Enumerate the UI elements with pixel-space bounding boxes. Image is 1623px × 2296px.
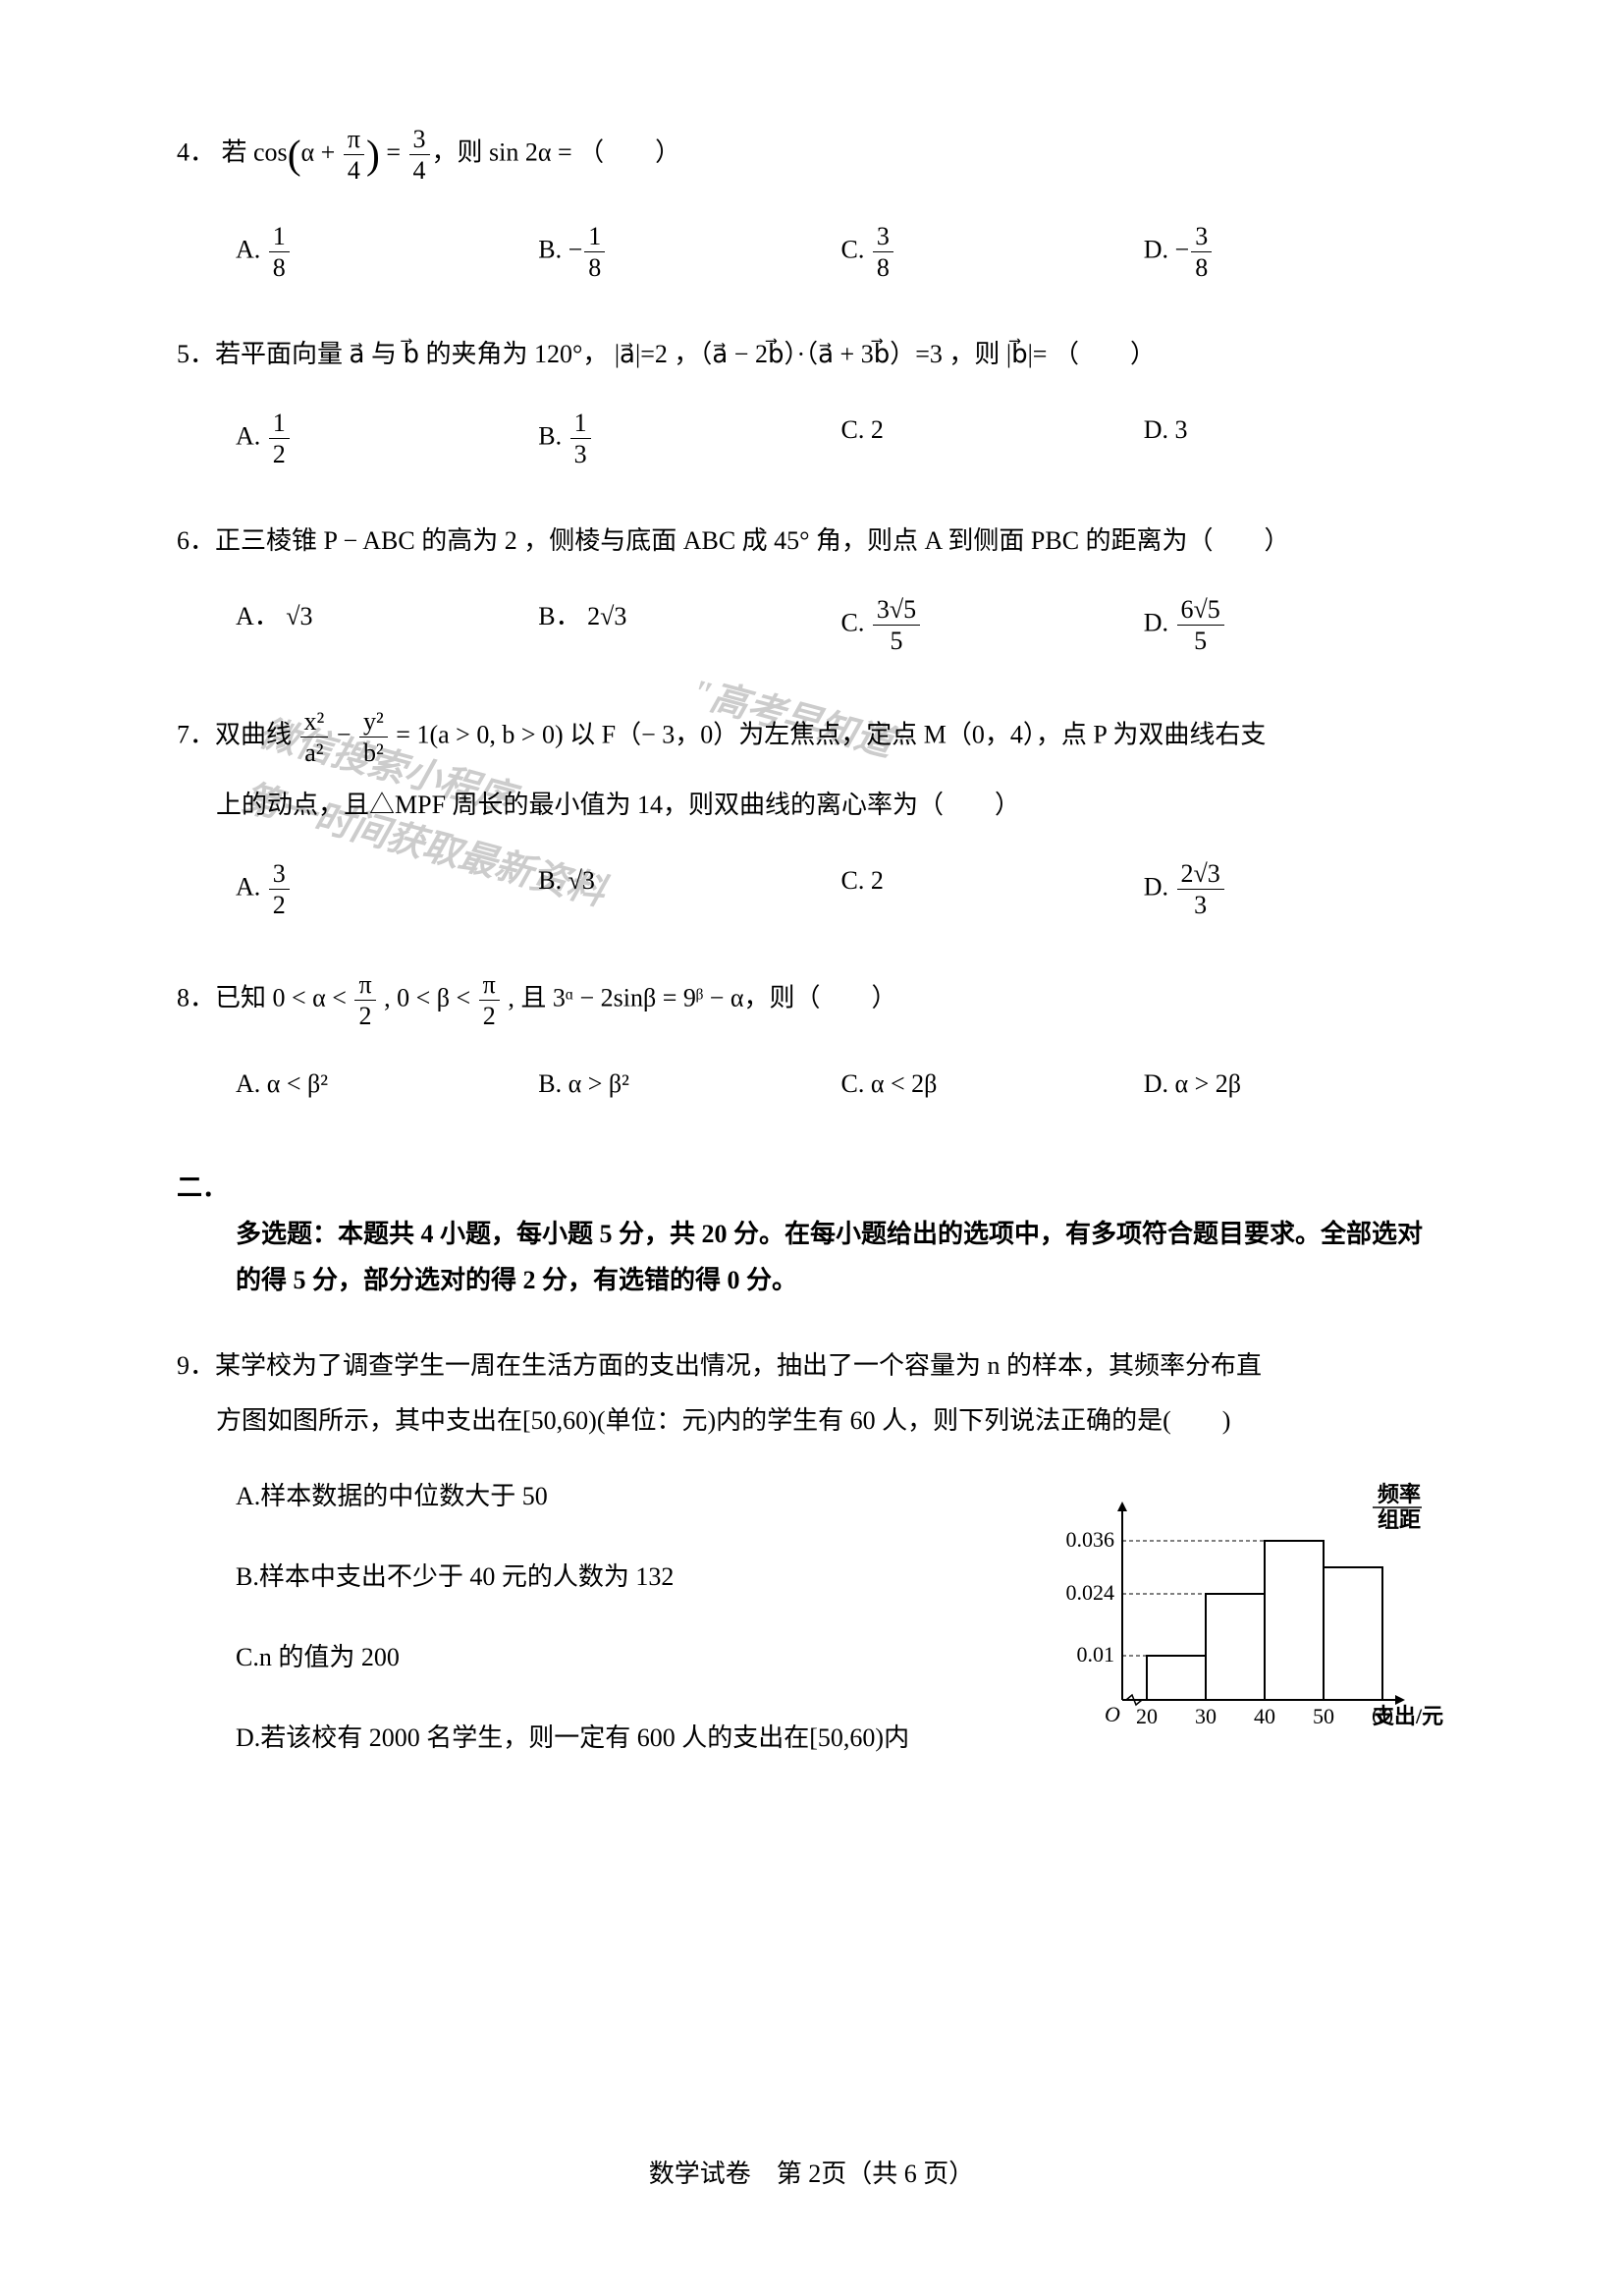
svg-text:0.024: 0.024 <box>1066 1580 1115 1605</box>
svg-text:O: O <box>1105 1702 1120 1726</box>
q8-options: A. α < β² B. α > β² C. α < 2β D. α > 2β <box>177 1062 1446 1108</box>
question-7: 7．双曲线 x²a² − y²b² = 1(a > 0, b > 0) 以 F（… <box>177 706 1446 921</box>
q4-stem: 4． 若 cos(α + π4) = 34，则 sin 2α = （ ） <box>177 118 1446 191</box>
section-2-header: 二． 多选题：本题共 4 小题，每小题 5 分，共 20 分。在每小题给出的选项… <box>177 1166 1446 1303</box>
section-2-number: 二． <box>177 1174 228 1202</box>
page-footer: 数学试卷 第 2页（共 6 页） <box>0 2152 1623 2198</box>
q8-option-a: A. α < β² <box>236 1062 538 1108</box>
q6-number: 6． <box>177 526 215 555</box>
q9-option-a: A.样本数据的中位数大于 50 <box>236 1474 1004 1520</box>
svg-text:40: 40 <box>1254 1704 1275 1728</box>
q5-option-d: D. 3 <box>1144 408 1446 469</box>
q6-option-b: B． 2√3 <box>538 594 840 656</box>
svg-text:组距: 组距 <box>1378 1507 1421 1532</box>
q7-number: 7． <box>177 720 215 748</box>
q8-stem: 8．已知 0 < α < π2 , 0 < β < π2 , 且 3ᵅ − 2s… <box>177 969 1446 1031</box>
question-8: 8．已知 0 < α < π2 , 0 < β < π2 , 且 3ᵅ − 2s… <box>177 969 1446 1107</box>
q6-option-d: D. 6√55 <box>1144 594 1446 656</box>
svg-text:0.01: 0.01 <box>1077 1642 1115 1667</box>
question-9: 9．某学校为了调查学生一周在生活方面的支出情况，抽出了一个容量为 n 的样本，其… <box>177 1343 1446 1796</box>
q9-options: A.样本数据的中位数大于 50 B.样本中支出不少于 40 元的人数为 132 … <box>177 1474 1004 1795</box>
q4-option-b: B. −18 <box>538 221 840 283</box>
q6-stem: 6．正三棱锥 P − ABC 的高为 2 ，侧棱与底面 ABC 成 45° 角，… <box>177 519 1446 565</box>
q5-option-b: B. 13 <box>538 408 840 469</box>
q6-option-a: A． √3 <box>236 594 538 656</box>
q7-stem: 7．双曲线 x²a² − y²b² = 1(a > 0, b > 0) 以 F（… <box>177 706 1446 829</box>
q7-option-c: C. 2 <box>841 858 1144 920</box>
q4-options: A. 18 B. −18 C. 38 D. −38 <box>177 221 1446 283</box>
q7-options: A. 32 B. √3 C. 2 D. 2√33 <box>177 858 1446 920</box>
svg-text:20: 20 <box>1136 1704 1158 1728</box>
q9-option-d: D.若该校有 2000 名学生，则一定有 600 人的支出在[50,60)内 <box>236 1716 1004 1762</box>
q4-option-a: A. 18 <box>236 221 538 283</box>
q5-option-a: A. 12 <box>236 408 538 469</box>
q4-option-c: C. 38 <box>841 221 1144 283</box>
q8-option-d: D. α > 2β <box>1144 1062 1446 1108</box>
q8-number: 8． <box>177 984 215 1012</box>
q4-number: 4． <box>177 137 215 166</box>
svg-text:30: 30 <box>1195 1704 1217 1728</box>
svg-text:50: 50 <box>1313 1704 1334 1728</box>
question-4: 4． 若 cos(α + π4) = 34，则 sin 2α = （ ） A. … <box>177 118 1446 283</box>
q6-option-c: C. 3√55 <box>841 594 1144 656</box>
question-6: 6．正三棱锥 P − ABC 的高为 2 ，侧棱与底面 ABC 成 45° 角，… <box>177 519 1446 656</box>
q9-option-c: C.n 的值为 200 <box>236 1635 1004 1681</box>
q7-option-b: B. √3 <box>538 858 840 920</box>
q8-option-c: C. α < 2β <box>841 1062 1144 1108</box>
q9-stem: 9．某学校为了调查学生一周在生活方面的支出情况，抽出了一个容量为 n 的样本，其… <box>177 1343 1446 1446</box>
q7-option-a: A. 32 <box>236 858 538 920</box>
q5-option-c: C. 2 <box>841 408 1144 469</box>
svg-text:频率: 频率 <box>1378 1482 1421 1506</box>
q9-number: 9． <box>177 1351 215 1380</box>
q5-number: 5． <box>177 340 215 368</box>
histogram-chart: 频率组距0.0360.0240.012030405060O支出/元 <box>1034 1474 1446 1749</box>
q5-stem: 5．若平面向量 a⃗ 与 b⃗ 的夹角为 120°， |a⃗|=2 ，（a⃗ −… <box>177 332 1446 378</box>
q6-options: A． √3 B． 2√3 C. 3√55 D. 6√55 <box>177 594 1446 656</box>
q7-option-d: D. 2√33 <box>1144 858 1446 920</box>
q9-option-b: B.样本中支出不少于 40 元的人数为 132 <box>236 1555 1004 1601</box>
q5-options: A. 12 B. 13 C. 2 D. 3 <box>177 408 1446 469</box>
q8-option-b: B. α > β² <box>538 1062 840 1108</box>
q4-option-d: D. −38 <box>1144 221 1446 283</box>
svg-text:支出/元: 支出/元 <box>1373 1704 1443 1728</box>
svg-text:0.036: 0.036 <box>1066 1527 1115 1552</box>
histogram-svg: 频率组距0.0360.0240.012030405060O支出/元 <box>1034 1474 1446 1749</box>
question-5: 5．若平面向量 a⃗ 与 b⃗ 的夹角为 120°， |a⃗|=2 ，（a⃗ −… <box>177 332 1446 469</box>
